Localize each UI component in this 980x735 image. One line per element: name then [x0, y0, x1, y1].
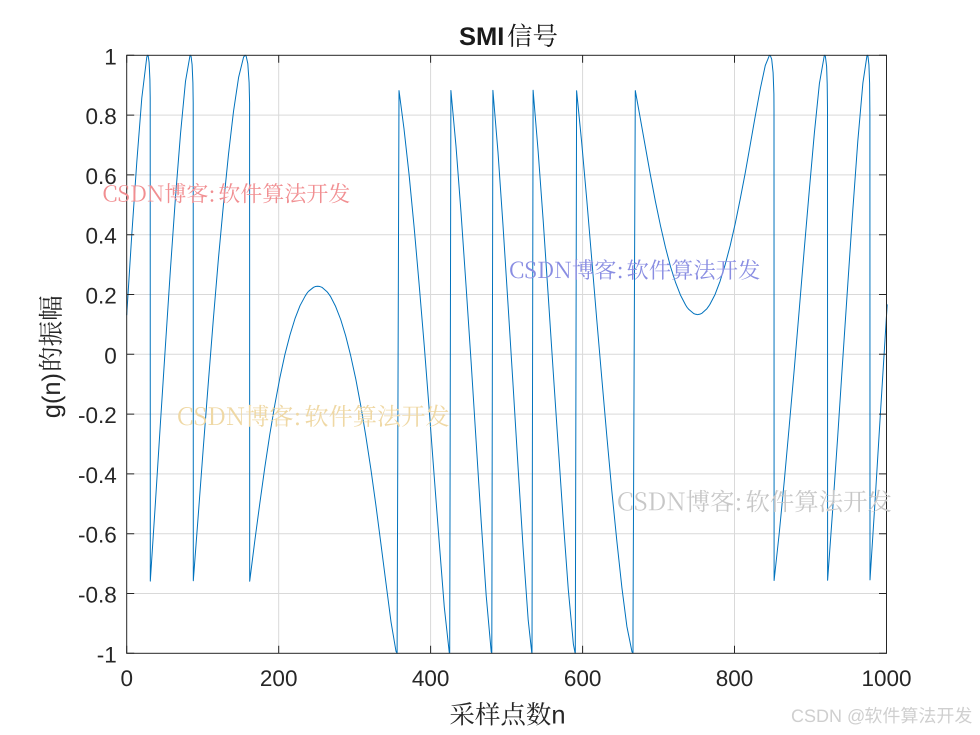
svg-text:0: 0 — [104, 343, 117, 368]
svg-text:n: n — [551, 702, 565, 730]
svg-text:-0.2: -0.2 — [78, 403, 117, 428]
svg-text:-0.6: -0.6 — [78, 523, 117, 548]
svg-text:0.6: 0.6 — [86, 164, 117, 189]
svg-text:CSDN @: CSDN @ — [791, 706, 865, 726]
svg-text:0.4: 0.4 — [86, 224, 117, 249]
svg-text:SMI: SMI — [459, 23, 504, 51]
svg-text:-0.4: -0.4 — [78, 463, 117, 488]
svg-text:1: 1 — [104, 44, 117, 69]
svg-text:1000: 1000 — [861, 666, 911, 691]
svg-text:-0.8: -0.8 — [78, 583, 117, 608]
svg-text:800: 800 — [716, 666, 754, 691]
svg-text:200: 200 — [260, 666, 298, 691]
svg-text:400: 400 — [412, 666, 450, 691]
svg-text:-1: -1 — [97, 642, 117, 667]
svg-text:0: 0 — [120, 666, 133, 691]
svg-text:600: 600 — [564, 666, 602, 691]
svg-text:g(n): g(n) — [38, 373, 66, 418]
svg-text:0.8: 0.8 — [86, 104, 117, 129]
svg-text:0.2: 0.2 — [86, 284, 117, 309]
